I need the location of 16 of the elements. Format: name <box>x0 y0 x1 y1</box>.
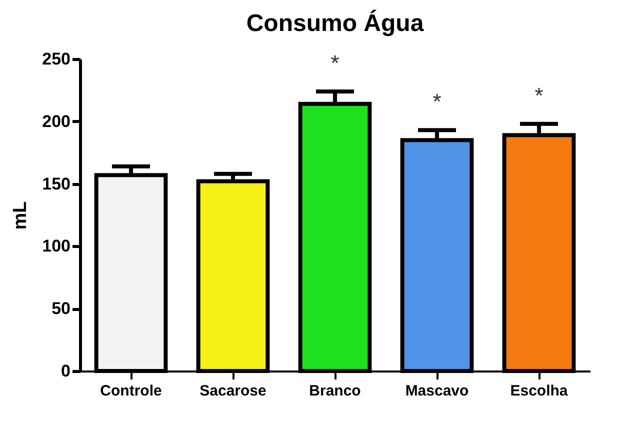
x-tick-label: Sacarose <box>200 382 266 400</box>
annotation: * <box>432 89 442 114</box>
y-tick-label: 250 <box>42 50 70 68</box>
annotation: * <box>330 50 340 76</box>
y-tick-label: 50 <box>52 299 70 318</box>
x-tick-label: Mascavo <box>405 382 469 400</box>
y-tick-label: 0 <box>61 362 70 380</box>
y-tick-label: 150 <box>42 174 70 194</box>
y-axis-title: mL <box>10 200 32 230</box>
y-tick-label: 200 <box>42 112 70 131</box>
y-tick-label: 100 <box>42 236 70 256</box>
annotation: * <box>534 82 544 108</box>
x-tick-label: Escolha <box>510 382 568 400</box>
x-tick-label: Branco <box>309 382 361 400</box>
chart-title: Consumo Água <box>246 9 424 37</box>
x-tick-label: Controle <box>100 382 162 400</box>
